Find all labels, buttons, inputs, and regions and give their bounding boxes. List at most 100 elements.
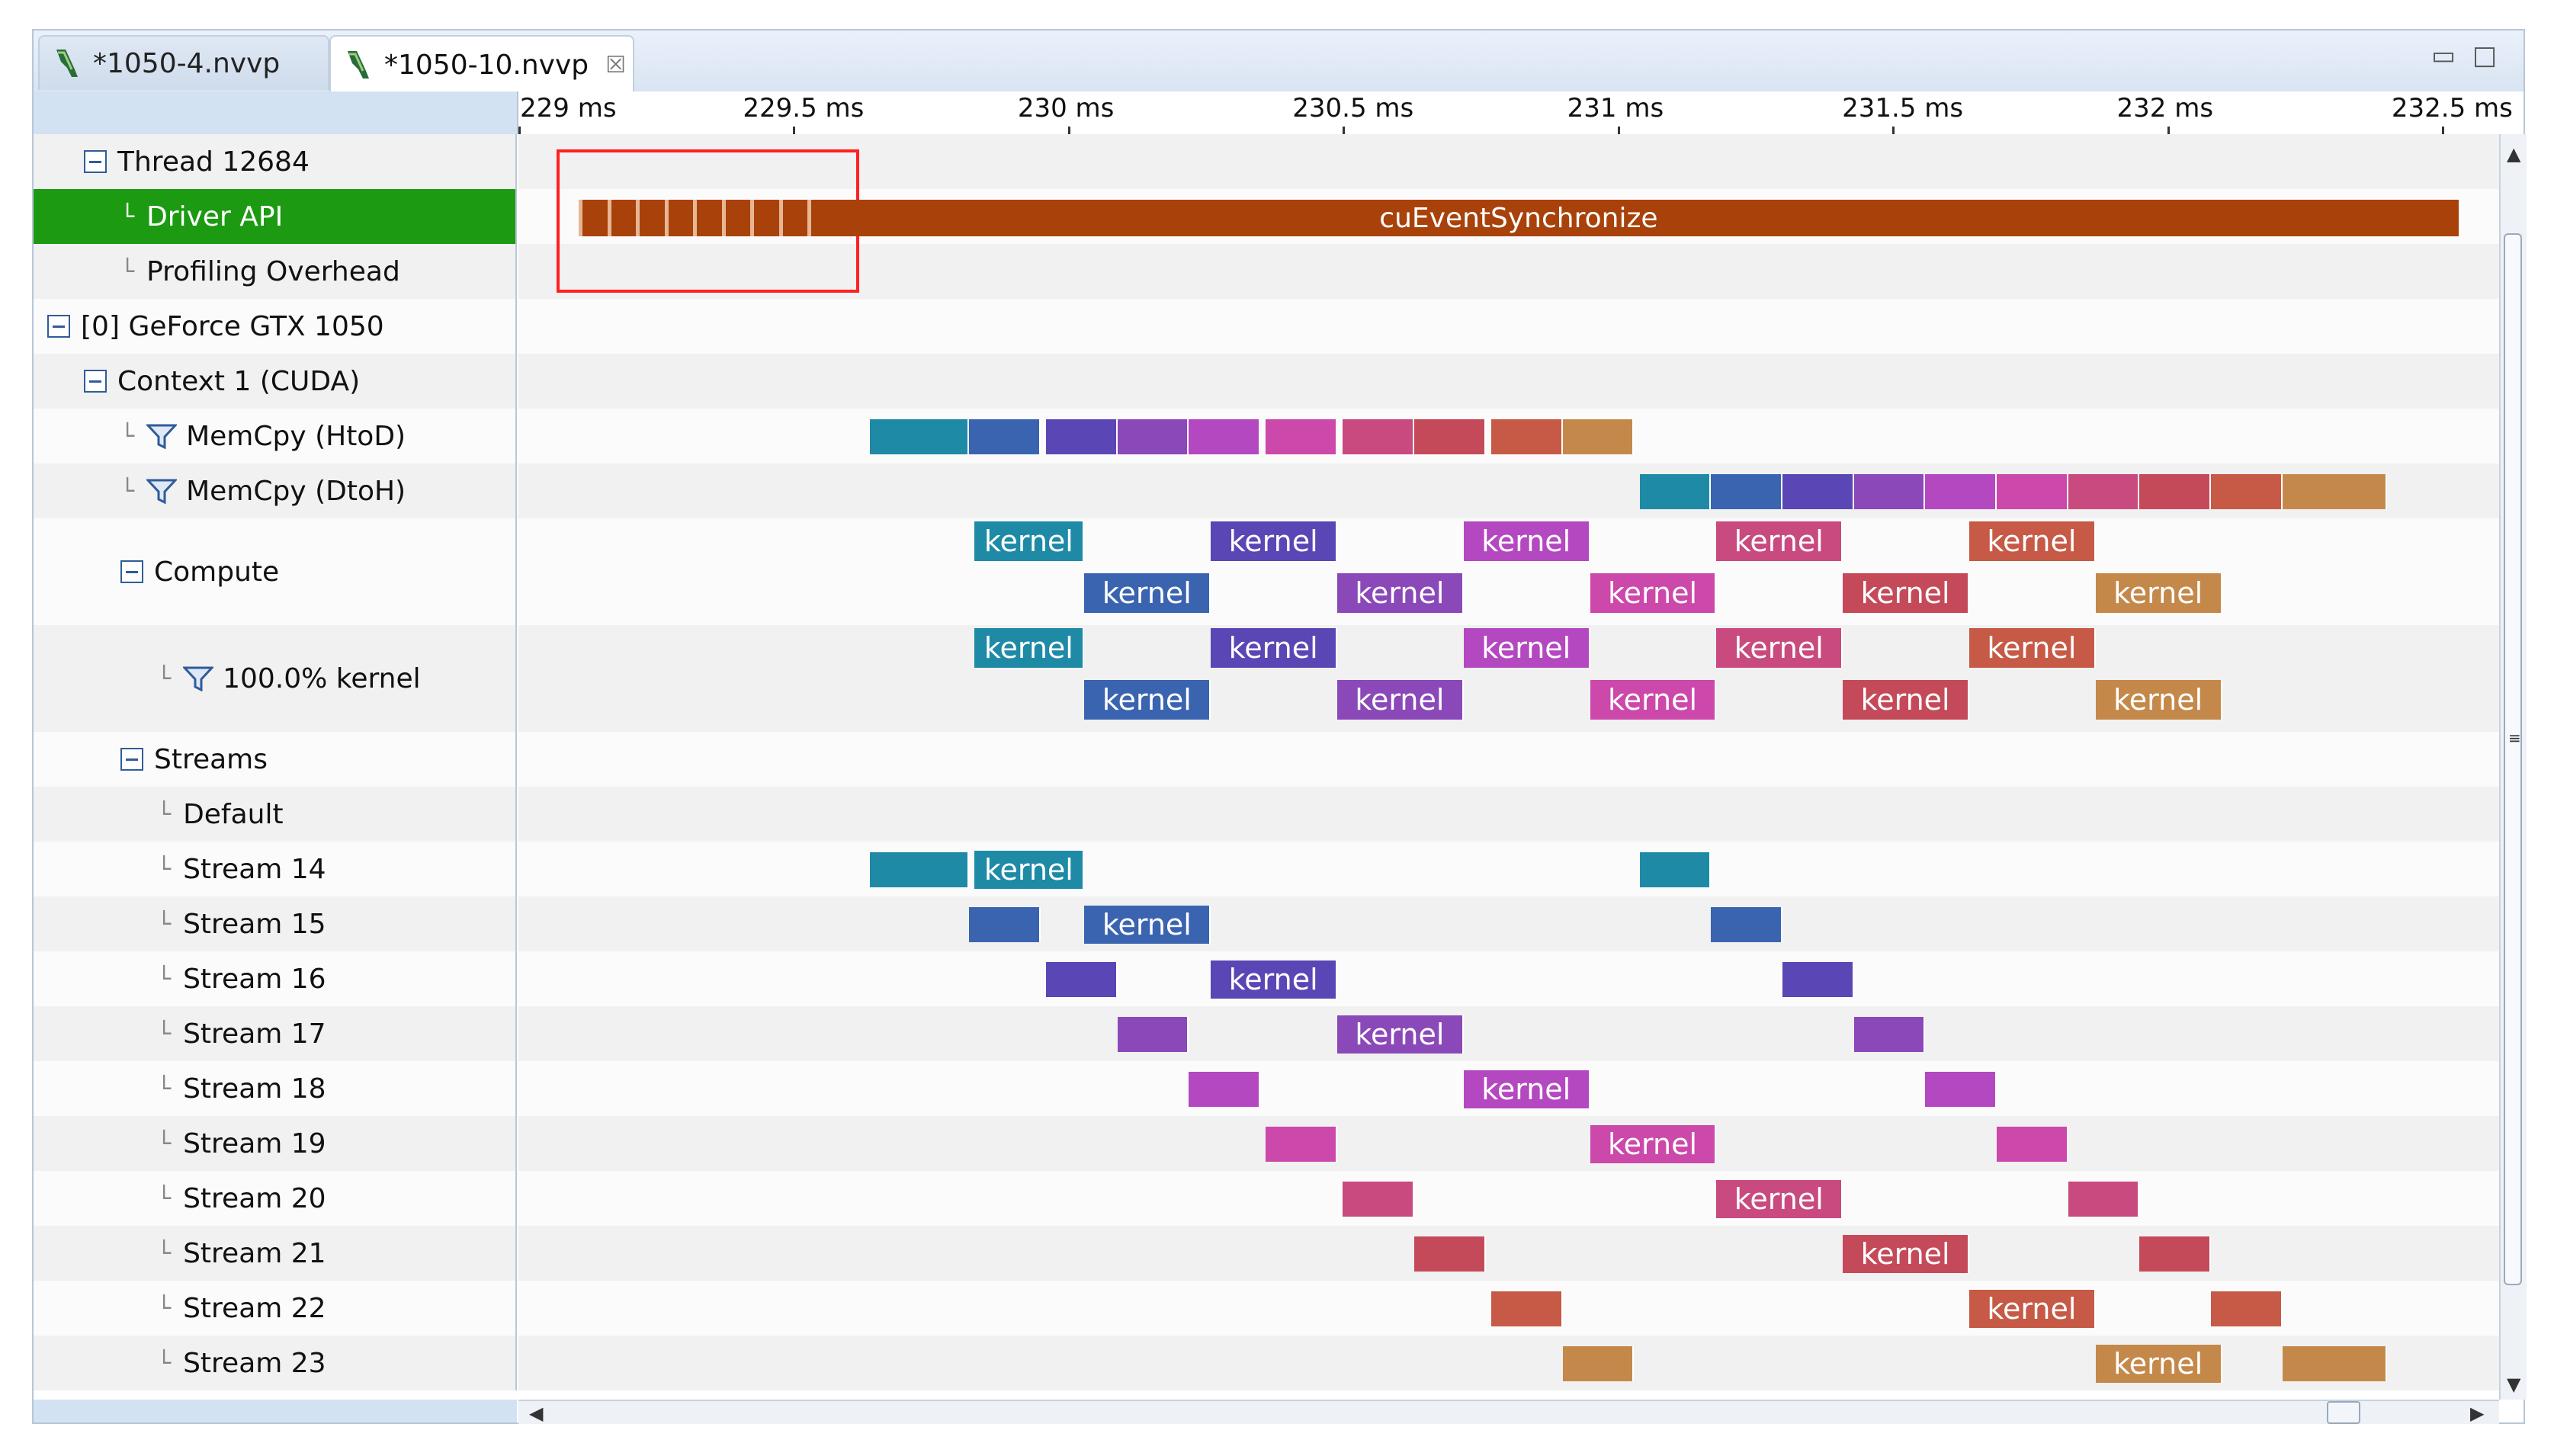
tree-row-stream-19[interactable]: └ Stream 19 [34, 1116, 517, 1171]
filter-icon[interactable] [146, 478, 178, 504]
stream-memcpy-bar[interactable] [1782, 962, 1854, 997]
stream-kernel-bar[interactable]: kernel [1337, 1015, 1464, 1054]
kernel-bar[interactable]: kernel [1084, 680, 1211, 720]
horizontal-scrollbar[interactable]: ◀ ▶ [518, 1400, 2499, 1424]
minimize-icon[interactable]: ▭ [2430, 40, 2456, 71]
memcpy-dtoh-bar[interactable] [1782, 474, 1854, 509]
memcpy-htod-bar[interactable] [1189, 419, 1261, 454]
stream-kernel-bar[interactable]: kernel [1969, 1290, 2096, 1328]
kernel-bar[interactable]: kernel [974, 628, 1085, 668]
kernel-bar[interactable]: kernel [1084, 573, 1211, 613]
stream-memcpy-bar[interactable] [1925, 1072, 1997, 1107]
tree-row-stream-23[interactable]: └ Stream 23 [34, 1336, 517, 1390]
stream-memcpy-bar[interactable] [1562, 1346, 1635, 1381]
api-call-mark[interactable] [664, 200, 669, 236]
stream-memcpy-bar[interactable] [1853, 1017, 1926, 1052]
stream-memcpy-bar[interactable] [1343, 1182, 1414, 1217]
stream-memcpy-bar[interactable] [1266, 1127, 1338, 1162]
kernel-bar[interactable]: kernel [1211, 521, 1338, 561]
memcpy-dtoh-bar[interactable] [1997, 474, 2068, 509]
kernel-bar[interactable]: kernel [1211, 628, 1338, 668]
memcpy-dtoh-bar[interactable] [1925, 474, 1997, 509]
tree-row-stream-15[interactable]: └ Stream 15 [34, 896, 517, 951]
collapse-icon[interactable] [47, 315, 70, 338]
kernel-bar[interactable]: kernel [974, 521, 1085, 561]
tree-row-stream-17[interactable]: └ Stream 17 [34, 1006, 517, 1061]
stream-memcpy-bar[interactable] [1189, 1072, 1261, 1107]
kernel-bar[interactable]: kernel [1716, 628, 1843, 668]
kernel-bar[interactable]: kernel [1590, 573, 1717, 613]
kernel-bar[interactable]: kernel [1337, 680, 1464, 720]
api-call-mark[interactable] [778, 200, 783, 236]
kernel-bar[interactable]: kernel [2095, 680, 2222, 720]
api-call-mark[interactable] [636, 200, 640, 236]
vertical-scrollbar[interactable]: ▲ ≡ ▼ [2499, 134, 2527, 1400]
kernel-bar[interactable]: kernel [1463, 521, 1590, 561]
stream-memcpy-bar[interactable] [870, 852, 970, 887]
filter-icon[interactable] [183, 665, 214, 691]
stream-memcpy-bar[interactable] [2282, 1346, 2387, 1381]
tree-row-profiling-overhead[interactable]: └ Profiling Overhead [34, 244, 517, 299]
memcpy-dtoh-bar[interactable] [1711, 474, 1782, 509]
time-ruler[interactable]: 229 ms 229.5 ms 230 ms 230.5 ms 231 ms 231.5 … [518, 91, 2513, 136]
stream-kernel-bar[interactable]: kernel [1463, 1070, 1590, 1108]
memcpy-htod-bar[interactable] [1413, 419, 1486, 454]
memcpy-htod-bar[interactable] [1343, 419, 1414, 454]
tree-row-driver-api[interactable]: └ Driver API [34, 189, 517, 244]
tree-row-thread-12684[interactable]: Thread 12684 [34, 134, 517, 189]
api-call-mark[interactable] [693, 200, 698, 236]
tree-row-stream-20[interactable]: └ Stream 20 [34, 1171, 517, 1226]
stream-memcpy-bar[interactable] [1639, 852, 1712, 887]
kernel-bar[interactable]: kernel [1716, 521, 1843, 561]
tree-row-0-geforce-gtx-1050[interactable]: [0] GeForce GTX 1050 [34, 299, 517, 354]
collapse-icon[interactable] [84, 150, 107, 173]
maximize-icon[interactable]: □ [2472, 40, 2498, 71]
api-call-mark[interactable] [750, 200, 755, 236]
memcpy-htod-bar[interactable] [1117, 419, 1189, 454]
kernel-bar[interactable]: kernel [1337, 573, 1464, 613]
kernel-bar[interactable]: kernel [1843, 680, 1969, 720]
memcpy-htod-bar[interactable] [969, 419, 1041, 454]
memcpy-dtoh-bar[interactable] [2139, 474, 2212, 509]
stream-kernel-bar[interactable]: kernel [1716, 1180, 1843, 1218]
collapse-icon[interactable] [120, 560, 143, 583]
memcpy-dtoh-bar[interactable] [2068, 474, 2140, 509]
tree-row-stream-16[interactable]: └ Stream 16 [34, 951, 517, 1006]
memcpy-dtoh-bar[interactable] [2211, 474, 2283, 509]
driver-api-bar[interactable]: cuEventSynchronize [579, 200, 2459, 236]
kernel-bar[interactable]: kernel [1463, 628, 1590, 668]
scroll-right-icon[interactable]: ▶ [2470, 1403, 2485, 1424]
stream-kernel-bar[interactable]: kernel [1590, 1125, 1717, 1163]
scroll-down-icon[interactable]: ▼ [2507, 1374, 2521, 1395]
stream-kernel-bar[interactable]: kernel [1843, 1235, 1969, 1273]
api-call-mark[interactable] [607, 200, 611, 236]
stream-kernel-bar[interactable]: kernel [974, 851, 1085, 889]
tree-row-streams[interactable]: Streams [34, 732, 517, 787]
tree-row-default[interactable]: └ Default [34, 787, 517, 842]
stream-kernel-bar[interactable]: kernel [2095, 1345, 2222, 1383]
stream-memcpy-bar[interactable] [1413, 1236, 1486, 1272]
kernel-bar[interactable]: kernel [1969, 521, 2096, 561]
memcpy-htod-bar[interactable] [870, 419, 970, 454]
scroll-left-icon[interactable]: ◀ [529, 1403, 544, 1424]
stream-memcpy-bar[interactable] [2211, 1291, 2283, 1326]
tree-row-memcpy-htod[interactable]: └ MemCpy (HtoD) [34, 409, 517, 463]
kernel-bar[interactable]: kernel [1590, 680, 1717, 720]
stream-memcpy-bar[interactable] [969, 907, 1041, 942]
tab-1050-10[interactable]: *1050-10.nvvp ☒ [329, 35, 634, 93]
close-tab-icon[interactable]: ☒ [605, 51, 627, 79]
tab-1050-4[interactable]: *1050-4.nvvp [38, 35, 329, 90]
api-call-mark[interactable] [721, 200, 726, 236]
stream-memcpy-bar[interactable] [1490, 1291, 1563, 1326]
memcpy-htod-bar[interactable] [1266, 419, 1338, 454]
memcpy-htod-bar[interactable] [1562, 419, 1635, 454]
api-call-mark[interactable] [807, 200, 812, 236]
api-call-mark[interactable] [579, 200, 583, 236]
tree-row-memcpy-dtoh[interactable]: └ MemCpy (DtoH) [34, 463, 517, 518]
horizontal-scroll-thumb[interactable] [2327, 1401, 2360, 1424]
tree-row-100-0-kernel[interactable]: └ 100.0% kernel [34, 625, 517, 732]
stream-memcpy-bar[interactable] [1117, 1017, 1189, 1052]
stream-kernel-bar[interactable]: kernel [1084, 906, 1211, 944]
tree-row-stream-14[interactable]: └ Stream 14 [34, 842, 517, 896]
stream-memcpy-bar[interactable] [1711, 907, 1782, 942]
